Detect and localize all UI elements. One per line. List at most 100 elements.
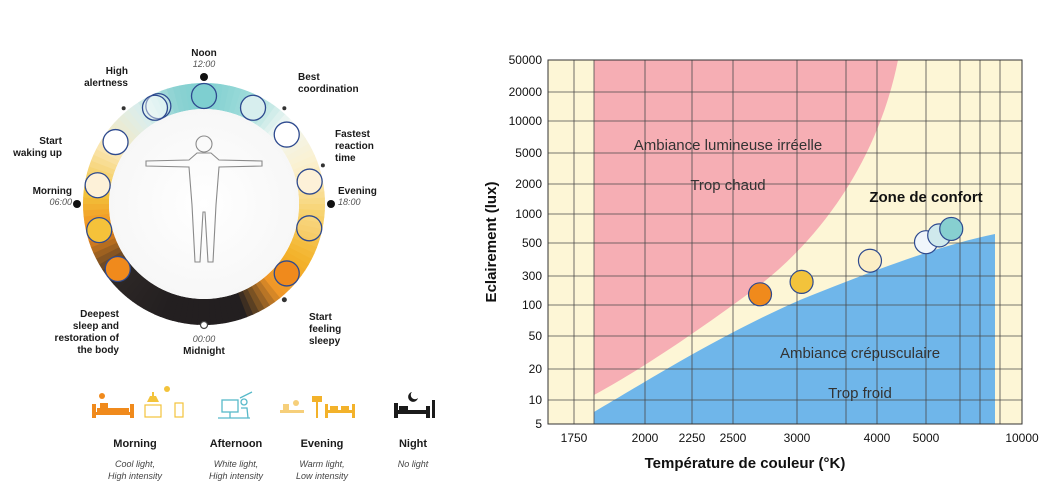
ring-segment [190,298,200,325]
ring-segment [117,270,141,294]
ring-segment [184,297,195,325]
marker-dot [282,106,287,111]
x-tick-label: 2500 [720,431,747,445]
cycle-label-line: Evening [338,186,377,197]
ring-segment [223,85,237,113]
light-circle [273,121,300,148]
ring-segment [228,87,243,114]
ring-segment [123,109,145,134]
ring-segment [246,286,265,313]
marker-dot [320,163,325,168]
legend-morning-name: Morning [113,438,156,450]
ring-segment [149,93,166,120]
cycle-label-line: Noon [191,48,217,59]
night-bed-icon [394,392,435,418]
ring-segment [93,242,120,259]
cycle-label-line: Start [39,136,62,147]
legend-afternoon-desc: High intensity [209,471,264,481]
cycle-label-line: sleep and [73,321,119,332]
ring-segment [90,237,118,254]
cycle-label-line: Deepest [80,309,120,320]
ring-segment [218,84,230,112]
ring-segment [137,283,157,309]
x-tick-label: 4000 [864,431,891,445]
light-circle [141,94,169,121]
ring-segment [298,208,325,218]
y-tick-label: 2000 [515,177,542,191]
cycle-label-line: restoration of [55,333,120,344]
region-label: Ambiance lumineuse irréelle [634,137,822,154]
light-circle [84,172,111,199]
ring-segment [132,102,153,128]
time-dot [199,320,209,330]
ring-segment [203,298,211,325]
y-tick-label: 10 [529,393,543,407]
ring-segment [95,246,122,265]
ring-segment [286,143,313,162]
ring-segment [143,95,162,122]
ring-segment [227,294,242,322]
light-circle [273,260,300,287]
ring-segment [233,88,249,116]
cycle-time: 00:00 [193,334,216,344]
legend-evening-desc: Low intensity [296,471,349,481]
y-tick-label: 20 [529,362,543,376]
region-label: Trop chaud [690,177,765,194]
time-dots [73,73,335,330]
region-lower [594,234,995,424]
ring-segment [154,290,170,317]
evening-bedroom-icon [280,396,355,418]
y-tick-label: 20000 [509,85,543,99]
marker-dot [281,297,287,303]
data-point [857,248,883,273]
ring-segment [122,274,145,299]
ring-inner [109,109,299,299]
legend-afternoon-name: Afternoon [210,438,263,450]
cycle-label-line: sleepy [309,336,341,347]
ring-segment [283,251,309,271]
cycle-label-line: reaction [335,141,374,152]
ring-segment [127,277,149,302]
ring-segment [259,106,281,131]
ring-segment [290,238,317,254]
legend-evening-desc: Warm light, [299,459,344,469]
region-upper [594,60,898,395]
light-circle [190,82,218,110]
data-point [747,282,773,307]
cycle-label-line: alertness [84,78,128,89]
y-tick-label: 1000 [515,207,542,221]
ring-segment [178,296,190,324]
light-circle [239,94,267,121]
ring-segment [250,283,270,310]
legend-evening-name: Evening [301,438,344,450]
ring-segment [255,102,276,128]
ring-segment [232,292,248,320]
cycle-label-line: waking up [12,148,62,159]
y-tick-label: 500 [522,236,542,250]
ring-segment [292,160,320,176]
ring-segment [83,208,110,217]
ring-segment [132,280,153,306]
cycle-label-line: Best [298,72,320,83]
plot-frame [547,59,1023,425]
y-axis-title: Eclairement (lux) [483,182,500,303]
y-tick-label: 5 [535,417,542,431]
ring-segment [127,105,149,131]
ring-segment [295,223,323,237]
light-circle [296,168,323,195]
ring-segment [298,197,325,205]
ring-segment [259,277,281,303]
legend-morning-desc: Cool light, [115,459,155,469]
ring-segment [288,149,315,166]
x-axis-title: Température de couleur (°K) [645,455,846,472]
cycle-label-line: Start [309,312,332,323]
